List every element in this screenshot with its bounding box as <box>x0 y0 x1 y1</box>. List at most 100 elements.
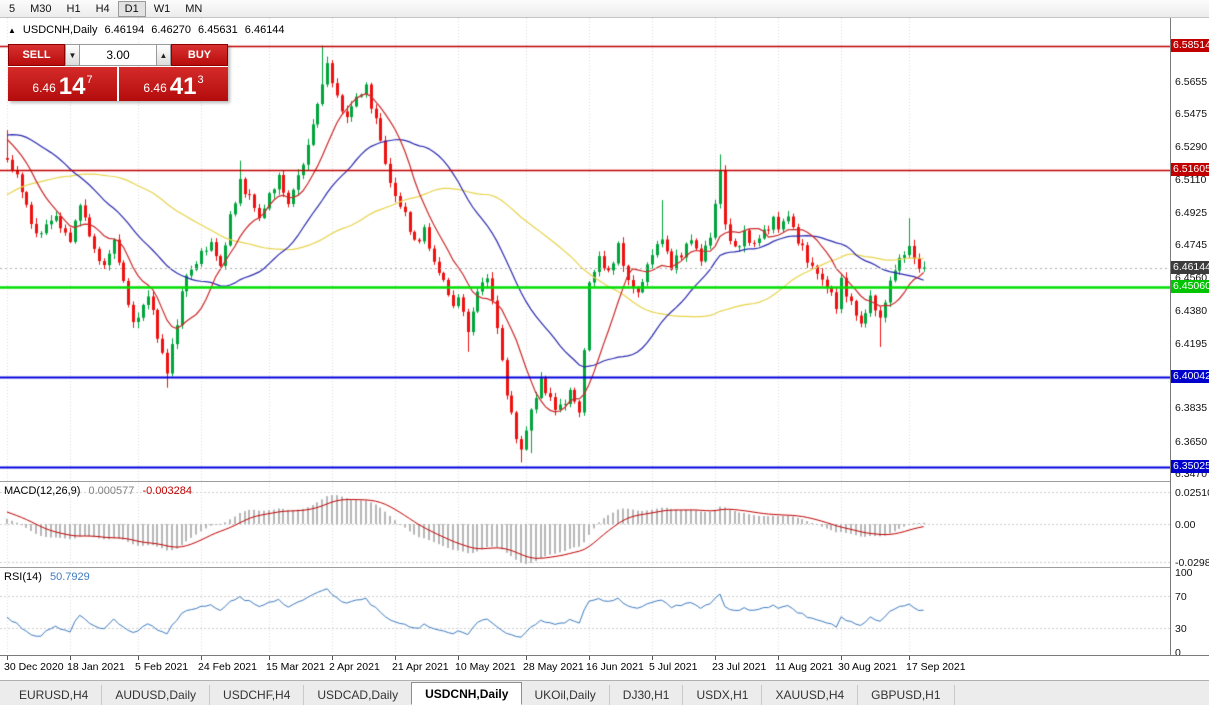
panel-separator[interactable] <box>0 481 1209 482</box>
ohlc-close: 6.46144 <box>244 24 285 36</box>
macd-axis-label: 0.00 <box>1175 519 1196 531</box>
timeframe-button-w1[interactable]: W1 <box>153 2 171 15</box>
price-tick-label: 6.4195 <box>1175 337 1208 350</box>
time-tick-mark <box>841 656 842 660</box>
price-badge-support-line: 6.40042 <box>1171 370 1209 384</box>
time-tick-mark <box>269 656 270 660</box>
price-tick-label: 6.5475 <box>1175 108 1208 121</box>
time-tick-mark <box>332 656 333 660</box>
macd-axis-label: 0.025108 <box>1175 487 1209 499</box>
volume-increase-button[interactable]: ▲ <box>156 44 171 66</box>
panel-separator[interactable] <box>0 567 1209 568</box>
chart-tab-xauusd-h4[interactable]: XAUUSD,H4 <box>762 685 859 705</box>
rsi-name: RSI(14) <box>4 571 42 583</box>
chart-title: ▲ USDCNH,Daily 6.46194 6.46270 6.45631 6.4614… <box>8 24 292 36</box>
timeframe-button-m30[interactable]: M30 <box>30 2 52 15</box>
trade-prices-row: 6.46 14 7 6.46 41 3 <box>8 67 228 101</box>
price-badge-resistance-line: 6.51605 <box>1171 162 1209 176</box>
sell-button[interactable]: SELL <box>8 44 65 66</box>
date-label: 10 May 2021 <box>455 661 516 673</box>
time-tick-mark <box>778 656 779 660</box>
time-axis[interactable]: 30 Dec 2020 18 Jan 2021 5 Feb 2021 24 Feb 2… <box>0 655 1209 680</box>
date-label: 21 Apr 2021 <box>392 661 449 673</box>
price-badge-support-line: 6.35025 <box>1171 460 1209 474</box>
chart-tab-usdchf-h4[interactable]: USDCHF,H4 <box>210 685 305 705</box>
price-tick-label: 6.3650 <box>1175 435 1208 448</box>
one-click-trading-panel: SELL ▼ ▲ BUY 6.46 14 7 6.46 41 3 <box>8 44 228 101</box>
date-label: 18 Jan 2021 <box>67 661 125 673</box>
rsi-value: 50.7929 <box>49 571 90 583</box>
timeframe-toolbar: 5 M30 H1 H4 D1 W1 MN <box>0 0 1209 18</box>
date-label: 16 Jun 2021 <box>586 661 644 673</box>
timeframe-button-d1[interactable]: D1 <box>117 0 146 17</box>
chart-tab-ukoil-daily[interactable]: UKOil,Daily <box>521 685 610 705</box>
date-label: 15 Mar 2021 <box>266 661 325 673</box>
caret-down-icon: ▼ <box>68 50 77 60</box>
time-tick-mark <box>7 656 8 660</box>
volume-decrease-button[interactable]: ▼ <box>65 44 80 66</box>
rsi-axis-label: 70 <box>1175 591 1187 603</box>
time-tick-mark <box>526 656 527 660</box>
chart-tab-usdcnh-daily[interactable]: USDCNH,Daily <box>411 682 523 705</box>
sell-price-display[interactable]: 6.46 14 7 <box>8 67 117 101</box>
time-tick-mark <box>138 656 139 660</box>
date-label: 30 Aug 2021 <box>838 661 897 673</box>
rsi-indicator-label: RSI(14) 50.7929 <box>4 571 90 583</box>
trade-controls-row: SELL ▼ ▲ BUY <box>8 44 228 66</box>
price-chart-canvas[interactable] <box>0 18 1170 655</box>
buy-price-prefix: 6.46 <box>143 81 167 95</box>
time-tick-mark <box>201 656 202 660</box>
macd-name: MACD(12,26,9) <box>4 485 81 497</box>
time-tick-mark <box>652 656 653 660</box>
price-tick-label: 6.4745 <box>1175 239 1208 252</box>
date-label: 28 May 2021 <box>523 661 584 673</box>
macd-axis-label: -0.029881 <box>1175 557 1209 570</box>
timeframe-button-5[interactable]: 5 <box>9 2 16 15</box>
chart-tab-dj30-h1[interactable]: DJ30,H1 <box>610 685 684 705</box>
rsi-axis-label: 100 <box>1175 567 1193 579</box>
sell-price-point: 7 <box>86 74 93 86</box>
buy-price-pips: 41 <box>169 73 197 100</box>
timeframe-button-mn[interactable]: MN <box>185 2 203 15</box>
rsi-axis-label: 0 <box>1175 647 1181 659</box>
price-badge-resistance-line: 6.58514 <box>1171 38 1209 52</box>
time-tick-mark <box>589 656 590 660</box>
sell-price-prefix: 6.46 <box>32 81 56 95</box>
buy-price-point: 3 <box>197 74 204 86</box>
time-tick-mark <box>715 656 716 660</box>
chart-tab-gbpusd-h1[interactable]: GBPUSD,H1 <box>858 685 955 705</box>
chart-tab-eurusd-h4[interactable]: EURUSD,H4 <box>6 685 103 705</box>
macd-signal-value: -0.003284 <box>142 485 192 497</box>
price-tick-label: 6.5110 <box>1175 173 1207 186</box>
date-label: 5 Feb 2021 <box>135 661 189 673</box>
price-badge-support-line: 6.45060 <box>1171 280 1209 293</box>
macd-indicator-label: MACD(12,26,9) 0.000577 -0.003284 <box>4 485 192 497</box>
chart-collapse-icon[interactable]: ▲ <box>8 26 16 35</box>
price-tick-label: 6.5655 <box>1175 75 1208 88</box>
time-tick-mark <box>909 656 910 660</box>
price-tick-label: 6.4380 <box>1175 304 1208 317</box>
chart-tab-usdx-h1[interactable]: USDX,H1 <box>683 685 763 705</box>
volume-input[interactable] <box>80 44 156 66</box>
price-tick-label: 6.3835 <box>1175 402 1208 415</box>
date-label: 24 Feb 2021 <box>198 661 257 673</box>
chart-tab-audusd-daily[interactable]: AUDUSD,Daily <box>102 685 211 705</box>
date-label: 30 Dec 2020 <box>4 661 64 673</box>
date-label: 2 Apr 2021 <box>329 661 380 673</box>
buy-price-display[interactable]: 6.46 41 3 <box>119 67 228 101</box>
ohlc-open: 6.46194 <box>104 24 145 36</box>
date-label: 17 Sep 2021 <box>906 661 966 673</box>
date-label: 5 Jul 2021 <box>649 661 698 673</box>
chart-tab-usdcad-daily[interactable]: USDCAD,Daily <box>304 685 413 705</box>
sell-price-pips: 14 <box>58 73 86 100</box>
time-tick-mark <box>458 656 459 660</box>
price-axis[interactable]: 6.58556.56556.54756.52906.51106.49256.47… <box>1170 18 1209 659</box>
buy-button[interactable]: BUY <box>171 44 228 66</box>
caret-up-icon: ▲ <box>159 50 168 60</box>
timeframe-button-h4[interactable]: H4 <box>95 2 110 15</box>
time-tick-mark <box>395 656 396 660</box>
date-label: 23 Jul 2021 <box>712 661 767 673</box>
timeframe-button-h1[interactable]: H1 <box>66 2 81 15</box>
price-badge-last-price: 6.46144 <box>1171 260 1209 274</box>
